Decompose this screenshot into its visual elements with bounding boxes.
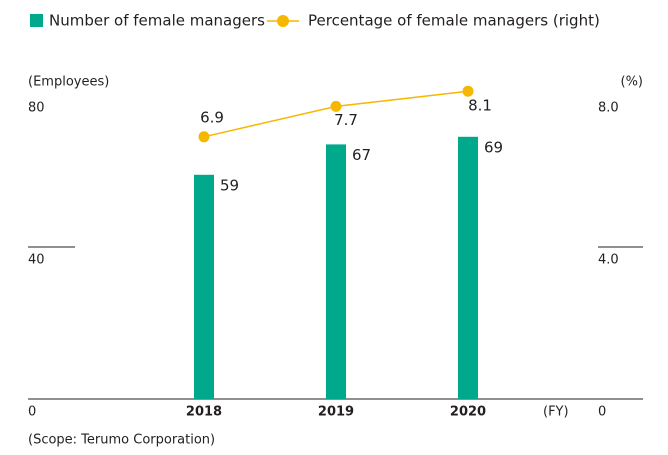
line-point [330, 100, 342, 112]
line-point [462, 85, 474, 97]
y2-axis-label: (%) [621, 75, 644, 90]
y-tick-label: 40 [28, 253, 45, 268]
data-label: 7.7 [334, 111, 358, 129]
bar [194, 174, 214, 399]
y2-tick-label: 8.0 [598, 101, 619, 116]
x-tick-label: 2019 [318, 405, 354, 420]
legend-label: Number of female managers [49, 12, 265, 30]
legend-swatch [277, 15, 289, 27]
data-label: 6.9 [200, 108, 224, 126]
legend-label: Percentage of female managers (right) [308, 12, 600, 30]
bar [458, 136, 478, 400]
bar [326, 144, 346, 399]
y2-tick-label: 4.0 [598, 253, 619, 268]
y2-tick-label: 0 [598, 405, 606, 420]
data-label: 67 [352, 146, 371, 164]
data-label: 8.1 [468, 97, 492, 115]
legend-swatch [30, 14, 43, 27]
y-axis-label: (Employees) [28, 75, 109, 90]
y-tick-label: 80 [28, 101, 45, 116]
x-tick-label: 2020 [450, 405, 486, 420]
line-point [198, 131, 210, 143]
x-tick-label: 2018 [186, 405, 222, 420]
x-axis-label: (FY) [543, 405, 569, 420]
data-label: 59 [220, 176, 239, 194]
note: (Scope: Terumo Corporation) [28, 433, 215, 448]
y-tick-label: 0 [28, 405, 36, 420]
data-label: 69 [484, 138, 503, 156]
